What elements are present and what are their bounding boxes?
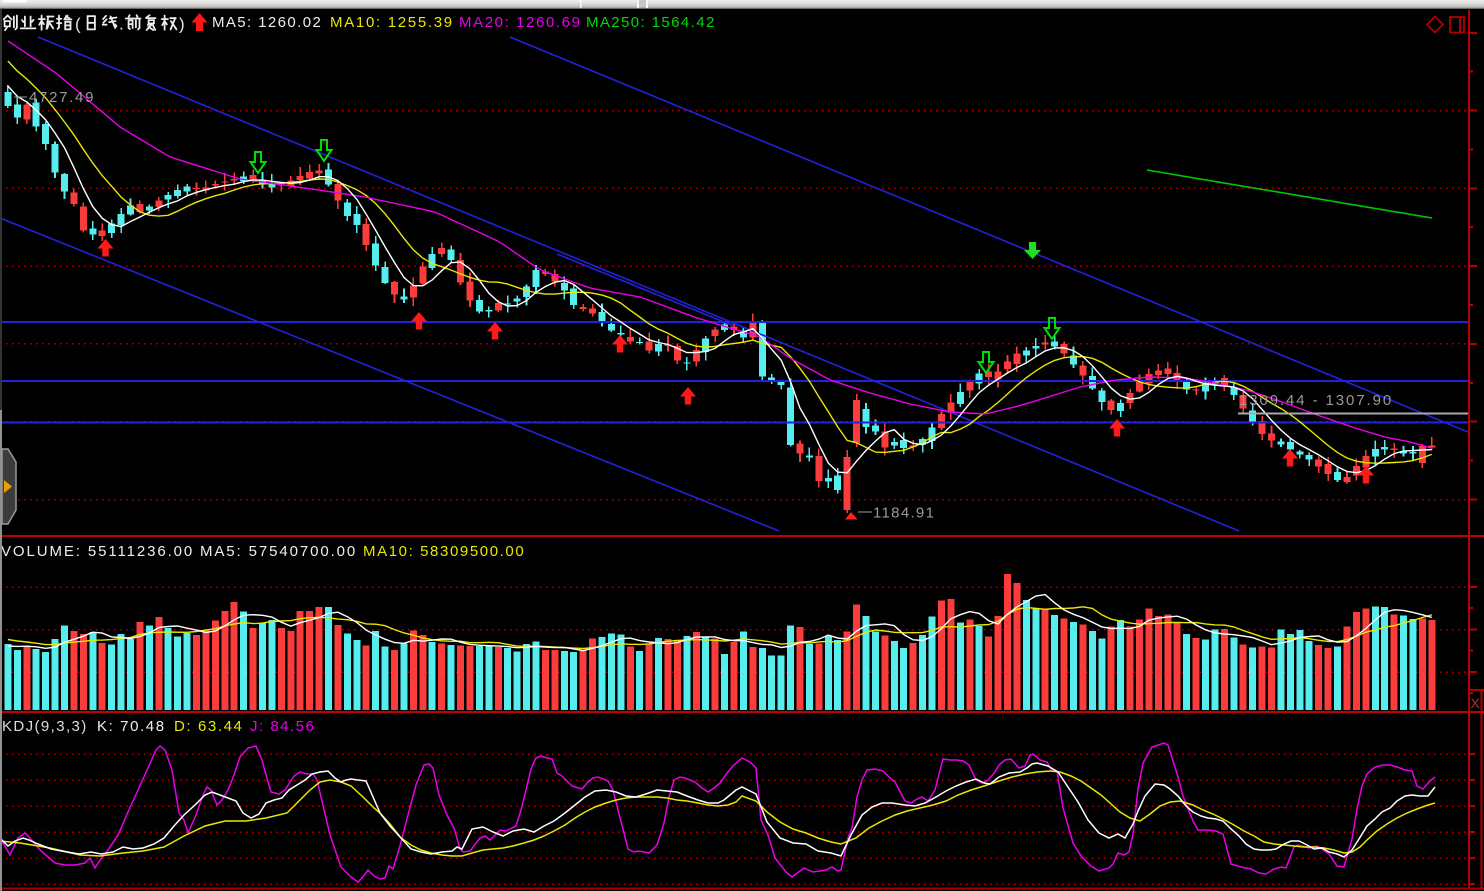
svg-text:MA10: 58309500.00: MA10: 58309500.00 <box>363 543 525 560</box>
svg-text:KDJ(9,3,3): KDJ(9,3,3) <box>2 718 88 735</box>
svg-text:MA5: 57540700.00: MA5: 57540700.00 <box>200 543 357 560</box>
svg-text:.: . <box>119 15 124 34</box>
svg-text:1184.91: 1184.91 <box>873 505 935 522</box>
svg-text:(: ( <box>75 15 81 34</box>
svg-text:J: 84.56: J: 84.56 <box>250 718 315 735</box>
svg-text:MA20: 1260.69: MA20: 1260.69 <box>459 14 582 31</box>
svg-text:4727.49: 4727.49 <box>29 89 95 106</box>
svg-text:D: 63.44: D: 63.44 <box>174 718 244 735</box>
svg-text:K: 70.48: K: 70.48 <box>97 718 166 735</box>
svg-text:MA250: 1564.42: MA250: 1564.42 <box>586 14 716 31</box>
svg-text:): ) <box>179 15 185 34</box>
svg-text:X: X <box>1471 695 1481 711</box>
svg-text:1309.44 - 1307.90: 1309.44 - 1307.90 <box>1239 392 1393 409</box>
svg-text:MA5: 1260.02: MA5: 1260.02 <box>212 14 322 31</box>
svg-text:VOLUME: 55111236.00: VOLUME: 55111236.00 <box>1 543 194 560</box>
svg-text:MA10: 1255.39: MA10: 1255.39 <box>330 14 454 31</box>
